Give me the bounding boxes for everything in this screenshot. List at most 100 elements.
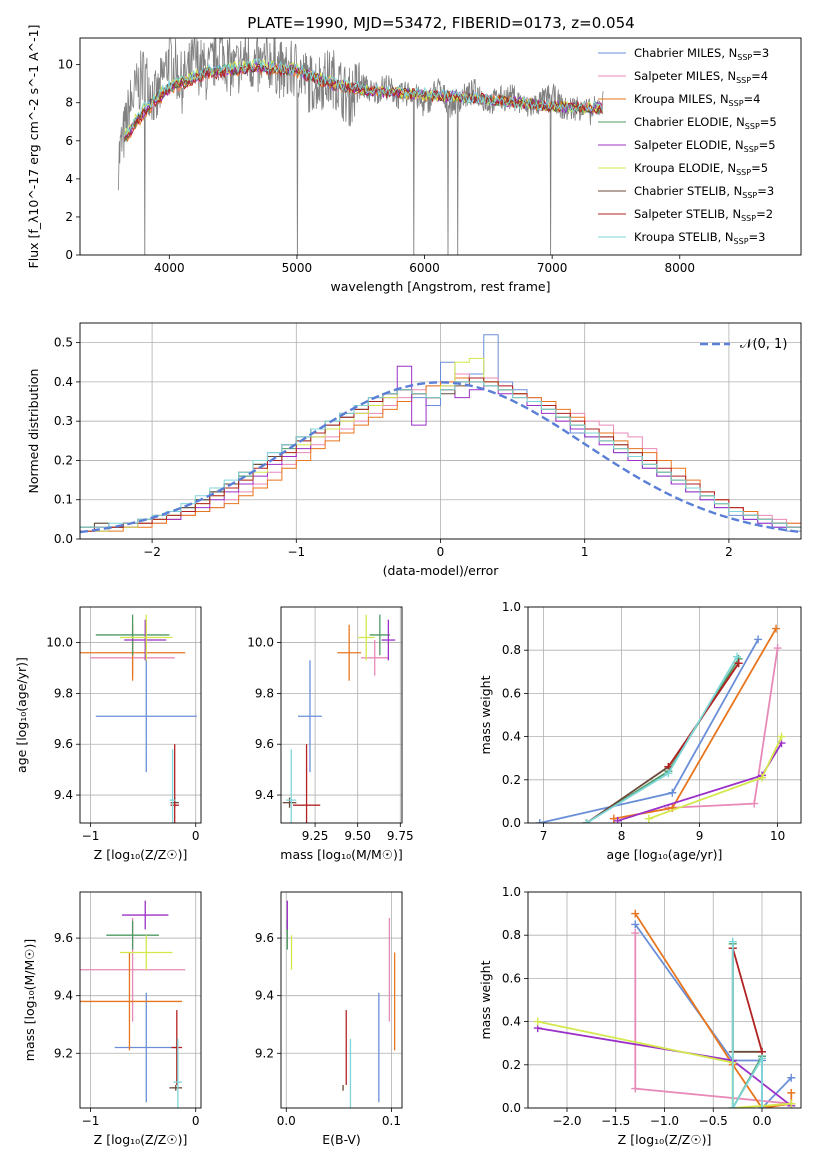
- x-tick-label: 7: [540, 829, 548, 843]
- plus-marker: [631, 920, 640, 929]
- errorbar-point-3: [337, 624, 362, 681]
- x-tick-label: −1.0: [650, 1114, 679, 1128]
- observed-spectrum: [117, 38, 604, 255]
- x-tick-label: 8: [618, 829, 626, 843]
- chart-title: PLATE=1990, MJD=53472, FIBERID=0173, z=0…: [247, 14, 634, 32]
- legend-label: Chabrier MILES, NSSP=3: [634, 46, 769, 62]
- axes-frame: [280, 891, 403, 1109]
- errorbar-point-7: [169, 1084, 183, 1091]
- y-tick-label: 9.2: [54, 1046, 73, 1060]
- x-tick-label: 2: [725, 545, 733, 559]
- plus-marker: [787, 1099, 796, 1108]
- y-axis-label: mass weight: [478, 960, 493, 1039]
- y-tick-label: 6: [65, 134, 73, 148]
- y-tick-label: 0.6: [502, 686, 521, 700]
- plus-marker: [754, 635, 763, 644]
- y-tick-label: 9.4: [54, 788, 73, 802]
- errorbar-point-1: [298, 660, 322, 773]
- plus-marker: [533, 1017, 542, 1026]
- y-tick-label: 0.2: [502, 1058, 521, 1072]
- y-tick-label: 0.6: [502, 971, 521, 985]
- weight-series-9: [731, 941, 763, 1108]
- histogram-series-3: [80, 377, 801, 539]
- x-tick-label: −2.0: [552, 1114, 581, 1128]
- legend-label: Chabrier ELODIE, NSSP=5: [634, 115, 777, 131]
- plus-marker: [758, 1054, 766, 1063]
- errorbar-point-2: [361, 640, 389, 676]
- x-tick-label: 8000: [664, 261, 695, 275]
- weight-series-4: [586, 658, 740, 823]
- plus-marker: [582, 819, 591, 823]
- x-tick-label: 1: [581, 545, 589, 559]
- x-tick-label: 0.1: [382, 1114, 401, 1128]
- x-axis-label: Z [log₁₀(Z/Z☉)]: [94, 847, 188, 862]
- plot-area: [80, 614, 197, 823]
- weight-series-7: [585, 662, 740, 823]
- errorbar-point-5: [122, 900, 169, 930]
- y-tick-label: 0.3: [54, 414, 73, 428]
- errorbar-point-6: [357, 614, 375, 661]
- plus-marker: [777, 732, 786, 741]
- y-tick-label: 8: [65, 96, 73, 110]
- plot-area: [80, 334, 801, 539]
- chart-panel-4: 9.25 9.50 9.75 9.4 9.6 9.8 10.0 mass [log₁₀(M/M…: [247, 606, 414, 862]
- plot-area: [286, 900, 396, 1108]
- y-tick-label: 0.5: [54, 336, 73, 350]
- errorbar-point-9: [169, 749, 176, 823]
- axes-frame: [280, 606, 403, 824]
- y-tick-label: 0.2: [54, 453, 73, 467]
- x-tick-label: −1: [287, 545, 305, 559]
- x-axis-label: E(B-V): [322, 1132, 361, 1147]
- plus-marker: [728, 937, 737, 946]
- x-tick-label: 0: [192, 829, 200, 843]
- y-tick-label: 0: [65, 248, 73, 262]
- y-tick-label: 10.0: [46, 636, 73, 650]
- y-tick-label: 9.8: [54, 686, 73, 700]
- y-tick-label: 9.6: [255, 737, 274, 751]
- axes-frame: [527, 606, 802, 824]
- y-axis-label: Flux [f_λ10^-17 erg cm^-2 s^-1 A^-1]: [26, 25, 41, 269]
- y-tick-label: 9.6: [54, 931, 73, 945]
- gaussian-curve: [80, 381, 801, 534]
- plot-area: [533, 909, 796, 1108]
- y-tick-label: 0.0: [54, 532, 73, 546]
- x-tick-label: −1: [82, 829, 100, 843]
- x-axis-label: mass [log₁₀(M/M☉)]: [280, 847, 402, 862]
- plus-marker: [733, 652, 742, 661]
- plus-marker: [734, 659, 743, 668]
- y-tick-label: 1.0: [502, 600, 521, 614]
- model-spectrum-9: [124, 58, 603, 136]
- y-tick-label: 0.4: [54, 375, 73, 389]
- plot-area: [117, 38, 604, 255]
- y-tick-label: 9.4: [255, 989, 274, 1003]
- x-tick-label: 9.50: [344, 829, 371, 843]
- model-spectrum-8: [124, 63, 603, 139]
- axes-frame: [79, 37, 802, 256]
- axes-frame: [79, 891, 202, 1109]
- plot-area: [282, 614, 396, 823]
- y-tick-label: 9.4: [54, 989, 73, 1003]
- legend-label: Kroupa MILES, NSSP=4: [634, 92, 760, 108]
- y-axis-label: Normed distribution: [26, 369, 41, 494]
- y-tick-label: 10: [58, 58, 73, 72]
- x-axis-label: Z [log₁₀(Z/Z☉)]: [94, 1132, 188, 1147]
- axes-frame: [79, 606, 202, 824]
- plus-marker: [535, 819, 544, 823]
- y-tick-label: 9.8: [255, 686, 274, 700]
- y-tick-label: 0.8: [502, 928, 521, 942]
- plus-marker: [728, 1104, 737, 1108]
- errorbar-point-6: [119, 614, 173, 661]
- weight-series-2: [668, 647, 779, 809]
- chart-panel-2: −2 −1 0 1 2 0.0 0.1 0.2 0.3 0.4 0.5 (data-model)/er…: [26, 322, 802, 578]
- plus-marker: [773, 644, 782, 653]
- x-tick-label: −1.5: [601, 1114, 630, 1128]
- y-tick-label: 10.0: [247, 636, 274, 650]
- x-axis-label: wavelength [Angstrom, rest frame]: [330, 279, 550, 294]
- errorbar-point-8: [292, 744, 321, 823]
- errorbar-point-7: [282, 797, 297, 808]
- x-tick-label: 6000: [409, 261, 440, 275]
- plus-marker: [750, 799, 759, 808]
- legend-label: 𝒩(0, 1): [740, 337, 787, 352]
- y-tick-label: 1.0: [502, 885, 521, 899]
- y-axis-label: age [log₁₀(age/yr)]: [14, 657, 29, 773]
